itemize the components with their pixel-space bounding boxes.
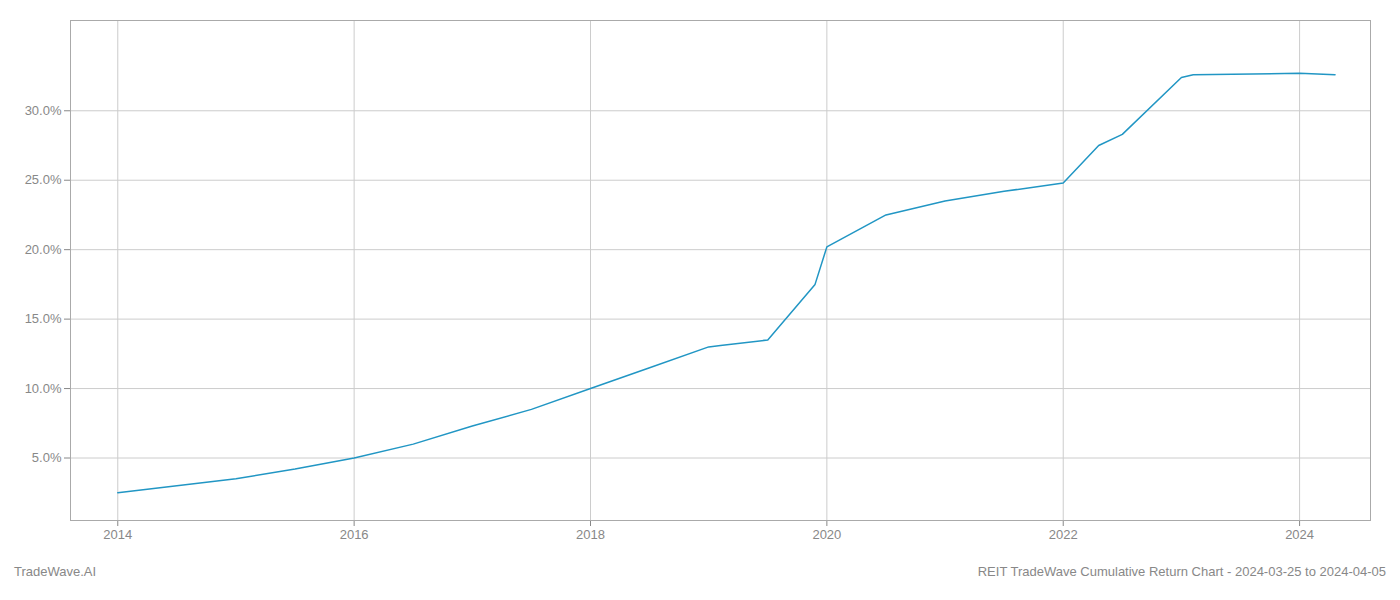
svg-text:2024: 2024 bbox=[1285, 527, 1314, 542]
html-text:REIT TradeWave Cumulative Retu: REIT TradeWave Cumulative Return Chart -… bbox=[977, 564, 1386, 579]
svg-text:25.0%: 25.0% bbox=[25, 172, 62, 187]
svg-text:2020: 2020 bbox=[812, 527, 841, 542]
svg-text:20.0%: 20.0% bbox=[25, 242, 62, 257]
svg-text:2022: 2022 bbox=[1049, 527, 1078, 542]
svg-text:2018: 2018 bbox=[576, 527, 605, 542]
svg-text:2014: 2014 bbox=[103, 527, 132, 542]
svg-text:15.0%: 15.0% bbox=[25, 311, 62, 326]
svg-text:10.0%: 10.0% bbox=[25, 381, 62, 396]
svg-text:5.0%: 5.0% bbox=[32, 450, 62, 465]
html-text:TradeWave.AI: TradeWave.AI bbox=[14, 564, 97, 579]
svg-text:2016: 2016 bbox=[340, 527, 369, 542]
svg-text:30.0%: 30.0% bbox=[25, 103, 62, 118]
